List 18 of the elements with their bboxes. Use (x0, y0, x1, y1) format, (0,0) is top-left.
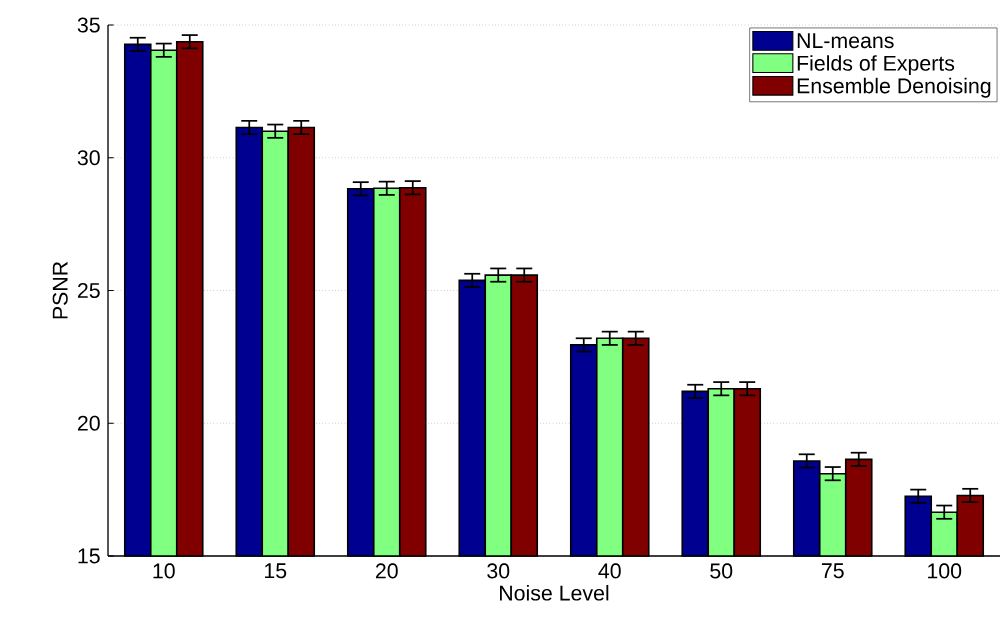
y-tick-label: 35 (77, 17, 100, 33)
x-tick-label: 20 (375, 563, 398, 579)
x-tick-label: 50 (710, 563, 733, 579)
x-axis-title: Noise Level (500, 584, 609, 601)
x-tick-label: 40 (598, 563, 621, 579)
y-tick-label: 15 (78, 548, 100, 564)
x-tick-label: 100 (928, 563, 962, 579)
legend-label: Fields of Experts (797, 55, 955, 76)
legend-label: Ensemble Denoising (797, 77, 991, 98)
y-tick-label: 30 (77, 150, 100, 166)
x-tick-label: 15 (265, 563, 287, 579)
y-axis-title: PSNR (52, 261, 68, 319)
x-tick-label: 10 (153, 563, 175, 579)
y-tick-label: 20 (77, 415, 100, 431)
x-tick-label: 30 (487, 563, 510, 579)
x-tick-label: 75 (821, 563, 844, 579)
y-tick-label: 25 (77, 282, 100, 299)
legend-label: NL-means (797, 33, 894, 49)
